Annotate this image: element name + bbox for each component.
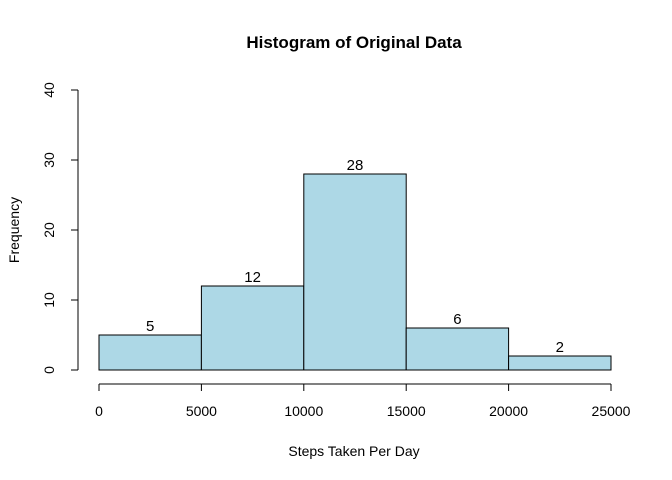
x-tick-label: 20000 <box>489 403 528 419</box>
y-tick-label: 30 <box>41 152 57 168</box>
histogram-bar <box>405 327 510 371</box>
bar-value-label: 28 <box>347 157 364 174</box>
bar-value-label: 2 <box>556 339 564 356</box>
y-tick-label: 40 <box>41 82 57 98</box>
bar-value-label: 6 <box>453 311 461 328</box>
x-axis: 0 5000 10000 15000 20000 25000 <box>95 383 631 419</box>
y-tick-label: 10 <box>41 292 57 308</box>
x-tick-label: 25000 <box>592 403 631 419</box>
x-axis-label: Steps Taken Per Day <box>288 443 419 459</box>
bar-value-label: 12 <box>244 269 261 286</box>
histogram-bar <box>303 173 407 371</box>
bars <box>98 173 612 371</box>
x-tick-label: 0 <box>95 403 103 419</box>
data-labels: 5 12 28 6 2 <box>146 157 564 356</box>
histogram-bar <box>200 285 305 371</box>
y-axis: 0 10 20 30 40 <box>41 82 79 374</box>
histogram-bar <box>98 334 202 371</box>
y-axis-label: Frequency <box>6 197 22 263</box>
bar-value-label: 5 <box>146 318 154 335</box>
x-tick-label: 15000 <box>387 403 426 419</box>
chart-title: Histogram of Original Data <box>246 33 462 52</box>
y-tick-label: 0 <box>41 366 57 374</box>
histogram-bar <box>508 355 612 371</box>
x-tick-label: 10000 <box>284 403 323 419</box>
y-tick-label: 20 <box>41 222 57 238</box>
x-tick-label: 5000 <box>186 403 217 419</box>
